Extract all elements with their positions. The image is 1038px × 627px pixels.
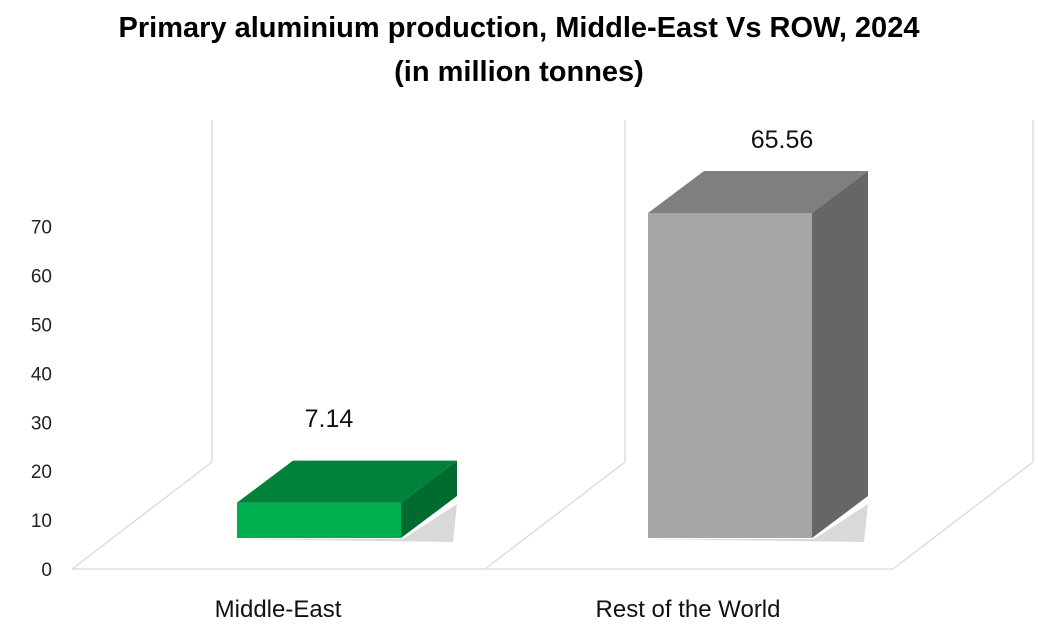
- data-label: 65.56: [751, 126, 814, 154]
- y-tick-label: 50: [31, 316, 52, 337]
- bar-top-face: [648, 171, 868, 213]
- y-tick-label: 70: [31, 218, 52, 239]
- data-label: 7.14: [305, 405, 354, 433]
- chart-subtitle-line: (in million tonnes): [394, 56, 644, 88]
- y-tick-label: 10: [31, 511, 52, 532]
- bar-shadow: [642, 504, 868, 542]
- x-category-label: Middle-East: [215, 596, 342, 623]
- floor-edge: [71, 461, 213, 570]
- x-axis: Middle-East Rest of the World: [215, 596, 781, 623]
- bar-top-face: [237, 460, 457, 503]
- y-tick-label: 60: [31, 267, 52, 288]
- bar-side-face: [401, 460, 457, 538]
- bars: [231, 171, 868, 542]
- bar-rest-of-world: [642, 171, 868, 542]
- y-tick-label: 0: [41, 560, 52, 581]
- chart-walls: [71, 120, 1034, 570]
- y-tick-label: 30: [31, 413, 52, 434]
- y-tick-label: 20: [31, 462, 52, 483]
- bar-front-face: [648, 213, 812, 538]
- bar-shadow: [231, 504, 457, 542]
- chart-title: Primary aluminium production, Middle-Eas…: [0, 6, 1038, 94]
- bar-front-face: [237, 502, 401, 538]
- y-axis: 0 10 20 30 40 50 60 70: [31, 218, 52, 581]
- y-tick-label: 40: [31, 364, 52, 385]
- bar-side-face: [812, 171, 868, 538]
- data-labels: 7.14 65.56: [305, 126, 814, 433]
- bar-middle-east: [231, 460, 457, 542]
- x-category-label: Rest of the World: [596, 596, 781, 623]
- chart-title-line: Primary aluminium production, Middle-Eas…: [118, 12, 920, 44]
- floor-edge: [484, 461, 626, 570]
- floor-edge: [892, 461, 1034, 570]
